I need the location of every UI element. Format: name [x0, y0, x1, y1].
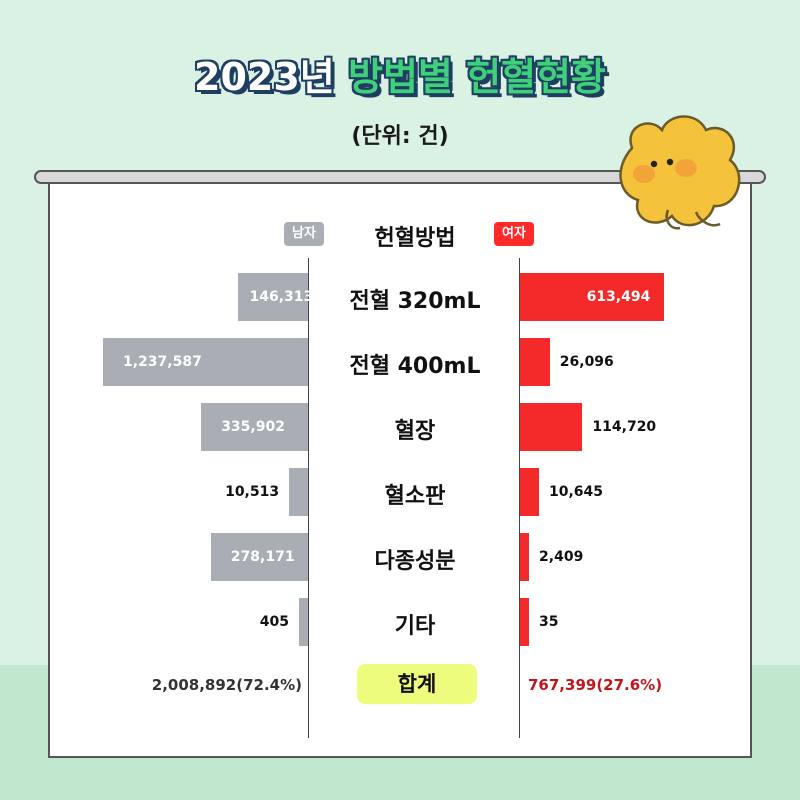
value-label-female: 10,645	[549, 484, 604, 500]
title-year: 2023년	[194, 55, 335, 99]
category-label: 전혈 400mL	[349, 354, 481, 379]
value-label-male: 405	[259, 614, 289, 630]
divider-left	[308, 258, 309, 738]
value-label-male: 146,313	[249, 289, 314, 305]
bar-female	[520, 468, 539, 516]
value-label-female: 613,494	[586, 289, 651, 305]
bar-female	[520, 273, 665, 321]
category-label: 전혈 320mL	[349, 289, 481, 314]
bar-male	[299, 598, 308, 646]
value-label-female: 26,096	[559, 354, 614, 370]
divider-right	[519, 258, 520, 738]
bar-male	[289, 468, 308, 516]
category-label: 혈소판	[384, 484, 446, 509]
category-label: 다종성분	[374, 549, 456, 574]
bar-male	[237, 273, 308, 321]
banner-rod	[34, 170, 766, 184]
bar-male	[103, 338, 308, 386]
category-label: 기타	[394, 614, 436, 639]
value-label-male: 335,902	[221, 419, 285, 435]
title-main: 방법별 헌혈현황	[348, 55, 606, 99]
bar-male	[210, 533, 308, 581]
total-label: 합계	[357, 664, 477, 704]
value-label-male: 10,513	[225, 484, 280, 500]
page-title: 2023년 방법별 헌혈현황	[0, 46, 800, 101]
legend-female-tag: 여자	[494, 222, 534, 246]
bar-female	[520, 338, 550, 386]
category-label: 혈장	[394, 419, 436, 444]
value-label-male: 278,171	[230, 549, 295, 565]
value-label-female: 114,720	[592, 419, 657, 435]
blood-drop-mascot-icon	[619, 115, 741, 230]
bar-female	[520, 598, 529, 646]
bar-female	[520, 403, 583, 451]
value-label-male: 1,237,587	[123, 354, 202, 370]
total-female: 767,399(27.6%)	[528, 676, 663, 694]
total-male: 2,008,892(72.4%)	[151, 676, 302, 694]
category-column-header: 헌혈방법	[374, 226, 456, 251]
value-label-female: 2,409	[539, 549, 584, 565]
bar-female	[520, 533, 530, 581]
legend-male-tag: 남자	[284, 222, 324, 246]
value-label-female: 35	[539, 614, 559, 630]
bar-male	[201, 403, 308, 451]
unit-label: (단위: 건)	[351, 124, 449, 149]
